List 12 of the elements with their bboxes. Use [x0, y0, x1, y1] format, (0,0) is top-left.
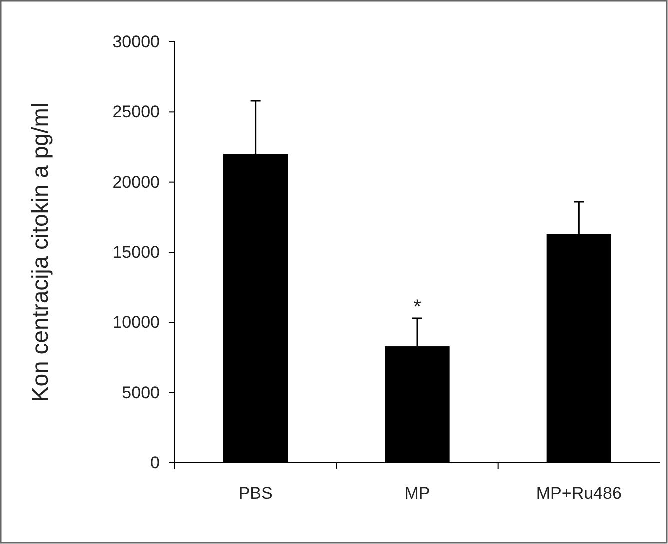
- y-tick-label: 10000: [112, 313, 160, 332]
- y-tick-label: 5000: [122, 383, 160, 402]
- y-tick-label: 15000: [112, 242, 160, 262]
- x-tick-label: PBS: [238, 484, 273, 503]
- y-tick-label: 20000: [112, 172, 160, 192]
- x-tick-label: MP+Ru486: [536, 484, 622, 503]
- y-tick-label: 25000: [112, 102, 160, 122]
- y-tick-label: 0: [150, 453, 160, 472]
- y-axis-title: Kon centracija citokin a pg/ml: [27, 102, 53, 402]
- x-tick-label: MP: [404, 484, 430, 503]
- annotation: *: [414, 296, 422, 318]
- y-tick-label: 30000: [112, 32, 160, 52]
